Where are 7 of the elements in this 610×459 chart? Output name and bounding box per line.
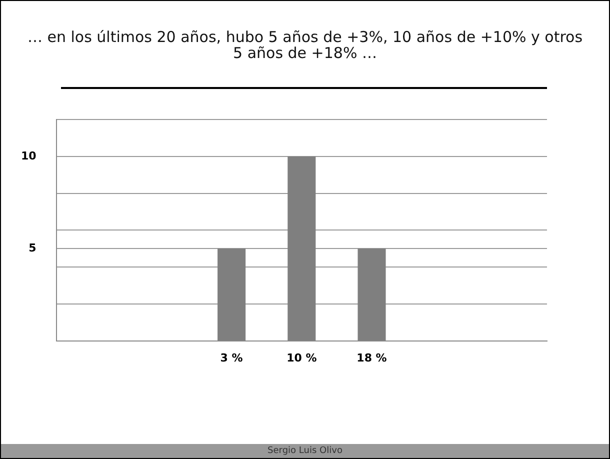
text: Sergio Luis Olivo xyxy=(268,446,342,456)
y-tick-label: 10 xyxy=(20,149,37,162)
x-tick-label: 10 % xyxy=(286,351,317,364)
chart-title: … en los últimos 20 años, hubo 5 años de +3%, 10 años de +10% y otros 5 años de +18% … xyxy=(26,28,584,62)
x-tick-label: 3 % xyxy=(220,351,243,364)
y-tick-label: 5 xyxy=(28,241,36,254)
x-tick-label: 18 % xyxy=(356,351,387,364)
